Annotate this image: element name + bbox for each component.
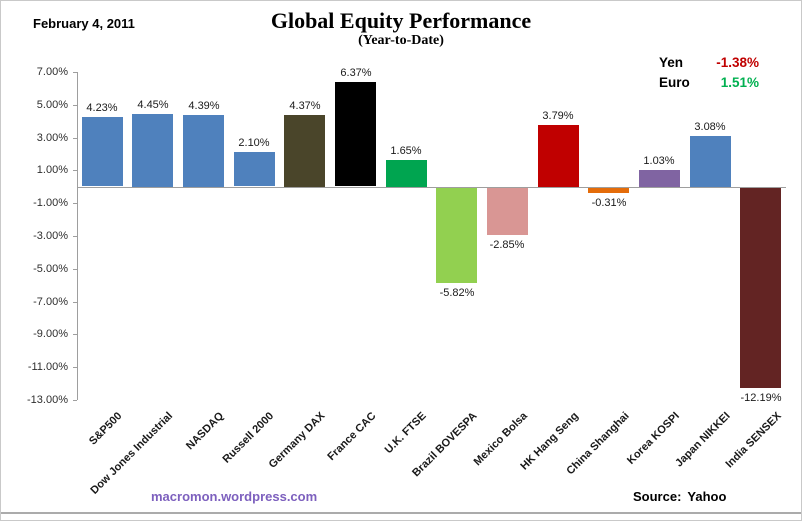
bar-japan-nikkei: [690, 136, 731, 187]
bar-value-label: -2.85%: [489, 239, 525, 251]
bar-germany-dax: [284, 115, 325, 187]
x-axis-label: U.K. FTSE: [382, 410, 429, 457]
bar-value-label: 4.37%: [289, 100, 321, 112]
y-axis-tick-label: -9.00%: [33, 328, 68, 340]
bar-nasdaq: [183, 115, 224, 187]
y-axis-tick: [73, 236, 77, 237]
y-axis-line: [77, 72, 78, 400]
legend-row-yen: Yen -1.38%: [659, 55, 759, 75]
y-axis-tick: [73, 72, 77, 73]
y-axis-tick: [73, 302, 77, 303]
bar-value-label: 4.23%: [86, 102, 118, 114]
source-value: Yahoo: [687, 489, 727, 504]
x-axis-label: India SENSEX: [723, 410, 784, 471]
bar-value-label: 4.39%: [188, 100, 220, 112]
y-axis-tick: [73, 400, 77, 401]
y-axis-tick-label: 7.00%: [36, 66, 68, 78]
y-axis-tick-label: 1.00%: [36, 164, 68, 176]
bottom-divider: [1, 512, 801, 514]
site-credit: macromon.wordpress.com: [151, 489, 318, 504]
x-axis-label: Mexico Bolsa: [471, 410, 530, 469]
y-axis-tick: [73, 138, 77, 139]
y-axis-tick-label: -3.00%: [33, 230, 68, 242]
date-label: February 4, 2011: [33, 16, 135, 31]
legend-row-euro: Euro 1.51%: [659, 75, 759, 95]
bar-value-label: 6.37%: [340, 67, 372, 79]
bar-value-label: 1.03%: [643, 155, 675, 167]
y-axis-tick-label: -13.00%: [27, 394, 68, 406]
x-axis-label: France CAC: [325, 410, 379, 464]
bar-france-cac: [335, 82, 376, 186]
y-axis-tick: [73, 269, 77, 270]
bar-india-sensex: [740, 188, 781, 388]
bar-value-label: 4.45%: [137, 99, 169, 111]
y-axis-tick-label: 3.00%: [36, 132, 68, 144]
x-axis-label: Korea KOSPI: [624, 410, 682, 467]
bar-russell-2000: [234, 152, 275, 186]
bar-u-k-ftse: [386, 160, 427, 187]
y-axis-tick-label: -5.00%: [33, 263, 68, 275]
bar-s-p500: [82, 117, 123, 186]
x-axis-label: Russell 2000: [220, 410, 277, 466]
source-label: Source:: [633, 489, 682, 504]
y-axis-tick: [73, 334, 77, 335]
y-axis-tick-label: 5.00%: [36, 99, 68, 111]
bar-value-label: 3.08%: [694, 121, 726, 133]
bar-china-shanghai: [588, 188, 629, 193]
y-axis-tick: [73, 367, 77, 368]
y-axis-tick: [73, 203, 77, 204]
bar-hk-hang-seng: [538, 125, 579, 187]
bar-dow-jones-industrial: [132, 114, 173, 187]
yen-value: -1.38%: [716, 55, 759, 70]
euro-label: Euro: [659, 75, 690, 90]
bar-value-label: -0.31%: [591, 197, 627, 209]
bar-brazil-bovespa: [436, 188, 477, 283]
bar-value-label: 2.10%: [238, 137, 270, 149]
x-axis-label: S&P500: [87, 410, 125, 448]
y-axis-tick-label: -11.00%: [27, 361, 68, 373]
y-axis-tick-label: -1.00%: [33, 197, 68, 209]
bar-value-label: 3.79%: [542, 110, 574, 122]
bar-value-label: -5.82%: [439, 287, 475, 299]
bar-mexico-bolsa: [487, 188, 528, 235]
euro-value: 1.51%: [720, 75, 759, 90]
bar-korea-kospi: [639, 170, 680, 187]
y-axis-tick: [73, 170, 77, 171]
x-axis-label: NASDAQ: [184, 410, 227, 453]
yen-label: Yen: [659, 55, 684, 70]
currency-legend: Yen -1.38% Euro 1.51%: [659, 55, 759, 95]
y-axis-tick-label: -7.00%: [33, 296, 68, 308]
bar-value-label: 1.65%: [390, 145, 422, 157]
y-axis-tick: [73, 105, 77, 106]
x-axis-label: Germany DAX: [266, 410, 328, 471]
source-credit: Source: Yahoo: [633, 489, 732, 504]
bar-value-label: -12.19%: [740, 392, 782, 404]
zero-axis-line: [77, 187, 786, 188]
